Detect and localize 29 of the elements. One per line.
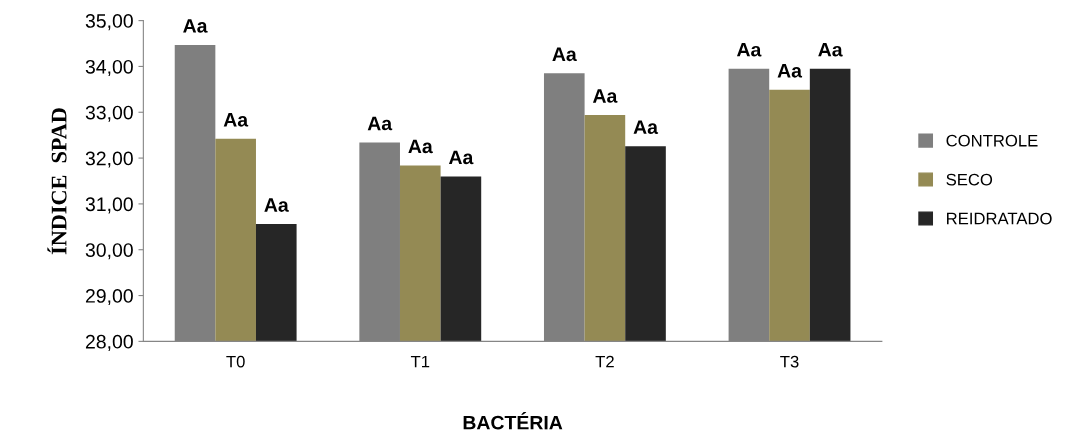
data-label: Aa: [777, 64, 803, 78]
x-tick-label: T1: [410, 355, 430, 368]
data-label: Aa: [223, 113, 249, 127]
data-label: Aa: [592, 89, 618, 103]
data-label: Aa: [552, 47, 577, 62]
data-label: Aa: [818, 42, 843, 57]
x-tick-label: T2: [595, 355, 614, 368]
x-tick-label: T0: [226, 355, 245, 368]
legend-label: REIDRATADO: [947, 212, 1052, 225]
data-label: Aa: [183, 19, 208, 33]
data-label: Aa: [736, 42, 762, 57]
x-axis-title: BACTÉRIA: [463, 412, 563, 430]
y-tick-label: 34,00: [85, 59, 133, 76]
y-tick-label: 29,00: [85, 289, 133, 306]
y-tick-label: 33,00: [85, 105, 133, 122]
data-label: Aa: [408, 139, 433, 154]
y-tick-label: 35,00: [85, 14, 133, 31]
data-label: Aa: [633, 120, 659, 134]
y-tick-label: 30,00: [85, 243, 133, 260]
data-label: Aa: [264, 198, 289, 212]
data-label: Aa: [448, 150, 474, 165]
y-tick-label: 32,00: [85, 151, 133, 168]
legend-label: SECO: [946, 173, 993, 186]
y-tick-label: 28,00: [85, 334, 133, 351]
legend-label: CONTROLE: [946, 134, 1038, 147]
y-axis-title: ÍNDICE SPAD: [47, 108, 67, 255]
y-tick-label: 31,00: [85, 197, 133, 214]
data-label: Aa: [367, 116, 393, 131]
x-tick-label: T3: [780, 355, 799, 368]
